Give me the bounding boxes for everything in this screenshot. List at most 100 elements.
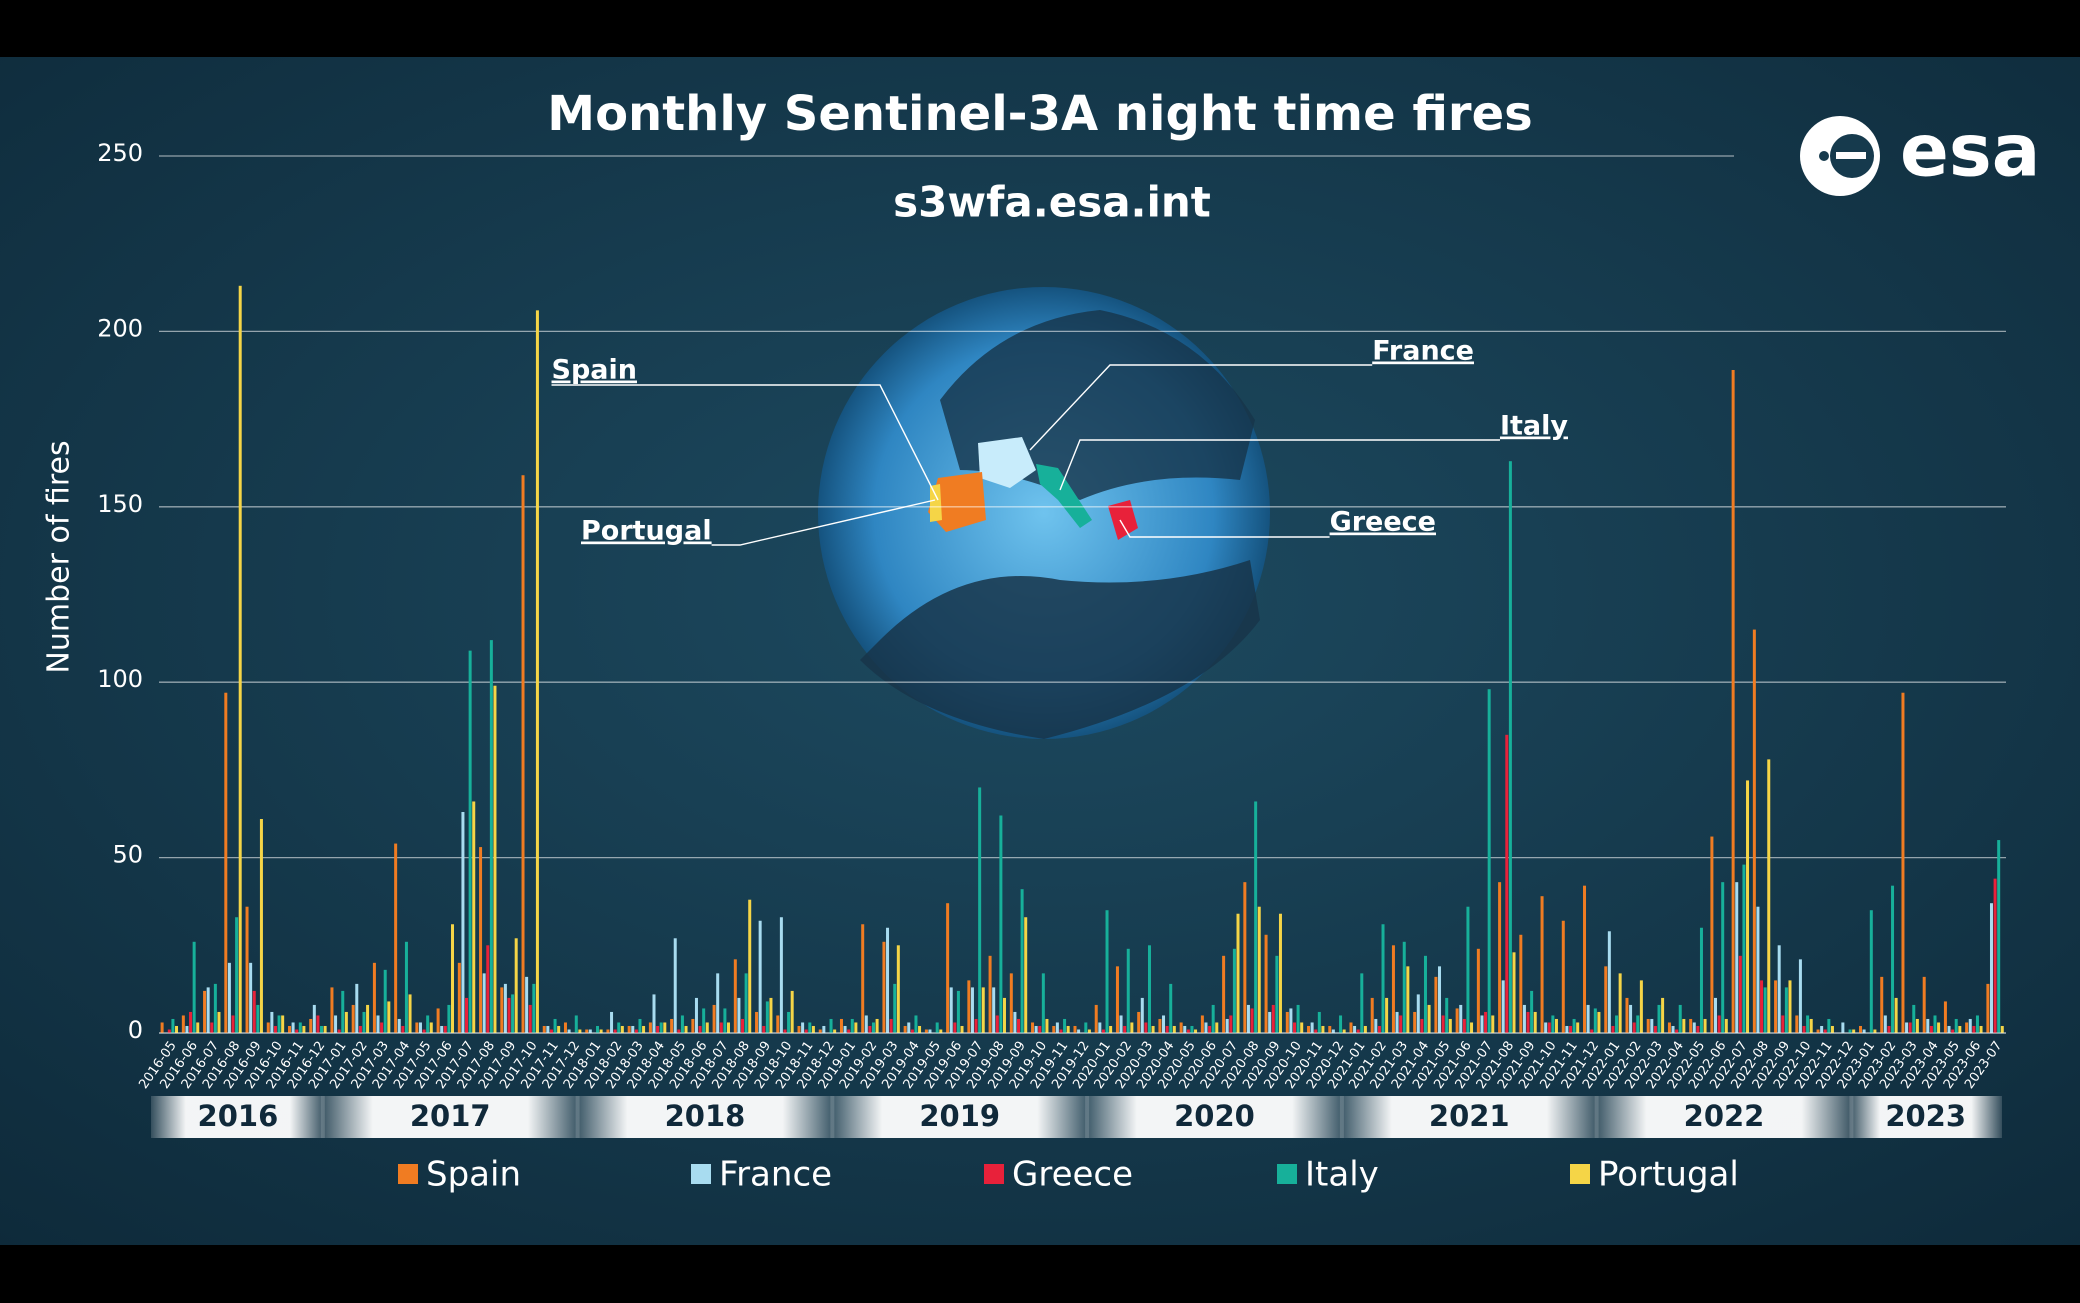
bar <box>1491 1015 1495 1033</box>
bar <box>1296 1004 1300 1033</box>
bar <box>1423 955 1427 1033</box>
bar <box>1869 910 1873 1033</box>
year-label: 2019 <box>919 1099 1000 1133</box>
bar <box>755 1011 759 1033</box>
bar <box>924 1029 928 1033</box>
bar <box>312 1004 316 1033</box>
bar <box>1137 1011 1141 1033</box>
bar <box>1200 1015 1204 1033</box>
bar <box>1328 1025 1332 1033</box>
y-tick-label: 100 <box>97 665 143 693</box>
bar <box>631 1025 635 1033</box>
bar <box>1466 906 1470 1033</box>
bar <box>298 1022 302 1033</box>
bar <box>1947 1025 1951 1033</box>
bar <box>1809 1018 1813 1033</box>
bar <box>1551 1015 1555 1033</box>
annotation-leader <box>551 384 939 501</box>
bar <box>1852 1029 1856 1033</box>
bar <box>1696 1025 1700 1033</box>
bar <box>486 945 490 1033</box>
bar <box>436 1008 440 1033</box>
bar <box>355 983 359 1033</box>
bar <box>1300 1022 1304 1033</box>
year-band <box>320 1096 580 1138</box>
bar <box>443 1025 447 1033</box>
bar <box>726 1022 730 1033</box>
bar <box>1427 1004 1431 1033</box>
bar <box>525 976 529 1033</box>
bar <box>181 1015 185 1033</box>
bar <box>259 819 263 1033</box>
bar <box>1604 966 1608 1033</box>
bar <box>1657 1004 1661 1033</box>
bar <box>1126 948 1130 1033</box>
bar <box>1618 973 1622 1033</box>
bar <box>1713 997 1717 1033</box>
bar <box>189 1011 193 1033</box>
bar <box>231 1015 235 1033</box>
bar <box>482 973 486 1033</box>
bar <box>1540 896 1544 1033</box>
bar <box>1084 1022 1088 1033</box>
bar <box>854 1022 858 1033</box>
bar <box>1144 1022 1148 1033</box>
bar <box>1742 864 1746 1033</box>
bar <box>1331 1029 1335 1033</box>
bar <box>939 1029 943 1033</box>
bar <box>185 1025 189 1033</box>
bar <box>935 1022 939 1033</box>
bar <box>514 938 518 1033</box>
bar <box>1752 629 1756 1033</box>
bar <box>1476 948 1480 1033</box>
bar <box>1215 1022 1219 1033</box>
logo-text: esa <box>1900 109 2040 193</box>
bar <box>1905 1022 1909 1033</box>
bar <box>1891 885 1895 1033</box>
bar <box>493 685 497 1033</box>
bar <box>1420 1018 1424 1033</box>
bar <box>309 1018 313 1033</box>
bar <box>967 980 971 1033</box>
bar <box>1661 997 1665 1033</box>
bar <box>1816 1029 1820 1033</box>
year-band <box>575 1096 835 1138</box>
bar <box>1721 882 1725 1033</box>
bar <box>1731 369 1735 1033</box>
y-axis-label: Number of fires <box>42 440 77 673</box>
annotation-label: Greece <box>1330 507 1436 538</box>
year-band <box>830 1096 1090 1138</box>
bar <box>203 990 207 1033</box>
bar <box>1105 910 1109 1033</box>
year-band <box>151 1096 325 1138</box>
bar <box>171 1018 175 1033</box>
bar <box>1943 1001 1947 1033</box>
bar <box>1264 934 1268 1033</box>
annotation-leader <box>1119 519 1330 538</box>
bar <box>1997 840 2001 1033</box>
bar <box>1646 1018 1650 1033</box>
bar <box>1017 1018 1021 1033</box>
bar <box>914 1015 918 1033</box>
legend-swatch <box>1570 1164 1590 1184</box>
bar <box>1073 1025 1077 1033</box>
bar <box>167 1029 171 1033</box>
bar <box>1459 1004 1463 1033</box>
bar <box>1763 987 1767 1033</box>
bar <box>1094 1004 1098 1033</box>
bar <box>1508 461 1512 1033</box>
bar <box>1632 1022 1636 1033</box>
bar <box>320 1025 324 1033</box>
legend-swatch <box>1277 1164 1297 1184</box>
bar <box>1339 1015 1343 1033</box>
bar <box>910 1029 914 1033</box>
bar <box>1211 1004 1215 1033</box>
bar <box>875 1018 879 1033</box>
bar <box>1689 1018 1693 1033</box>
annotation-leader <box>1059 439 1500 491</box>
bar <box>1607 931 1611 1033</box>
bar <box>1887 1025 1891 1033</box>
bar <box>546 1025 550 1033</box>
bar <box>684 1025 688 1033</box>
y-tick-label: 0 <box>128 1016 143 1044</box>
